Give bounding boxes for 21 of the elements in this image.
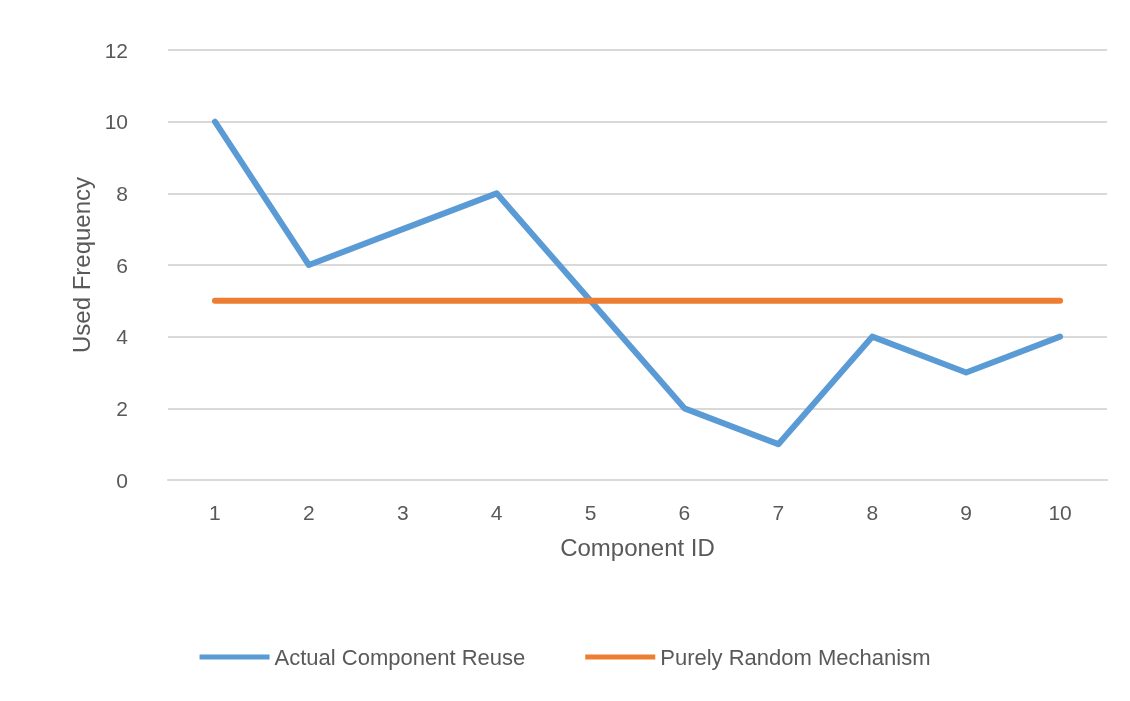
x-tick-label: 6	[678, 501, 691, 524]
y-tick-label: 6	[116, 253, 128, 277]
x-tick-label: 1	[209, 501, 221, 524]
x-tick-label: 5	[584, 501, 597, 524]
x-tick-label: 10	[1048, 501, 1072, 524]
y-tick-label: 2	[116, 396, 128, 420]
legend-label: Purely Random Mechanism	[660, 644, 931, 670]
y-tick-label: 8	[116, 181, 128, 205]
x-tick-label: 8	[866, 501, 879, 524]
x-tick-label: 9	[960, 501, 972, 524]
y-tick-label: 12	[104, 38, 128, 62]
y-tick-label: 0	[116, 468, 128, 492]
legend-label: Actual Component Reuse	[274, 644, 526, 670]
y-axis-title: Used Frequency	[68, 176, 96, 354]
y-tick-label: 10	[104, 110, 128, 134]
x-tick-label: 2	[303, 501, 315, 524]
x-tick-label: 3	[396, 501, 409, 524]
x-tick-label: 4	[490, 501, 503, 524]
x-axis-title: Component ID	[560, 533, 715, 561]
x-tick-label: 7	[772, 501, 785, 524]
y-tick-label: 4	[116, 325, 129, 349]
